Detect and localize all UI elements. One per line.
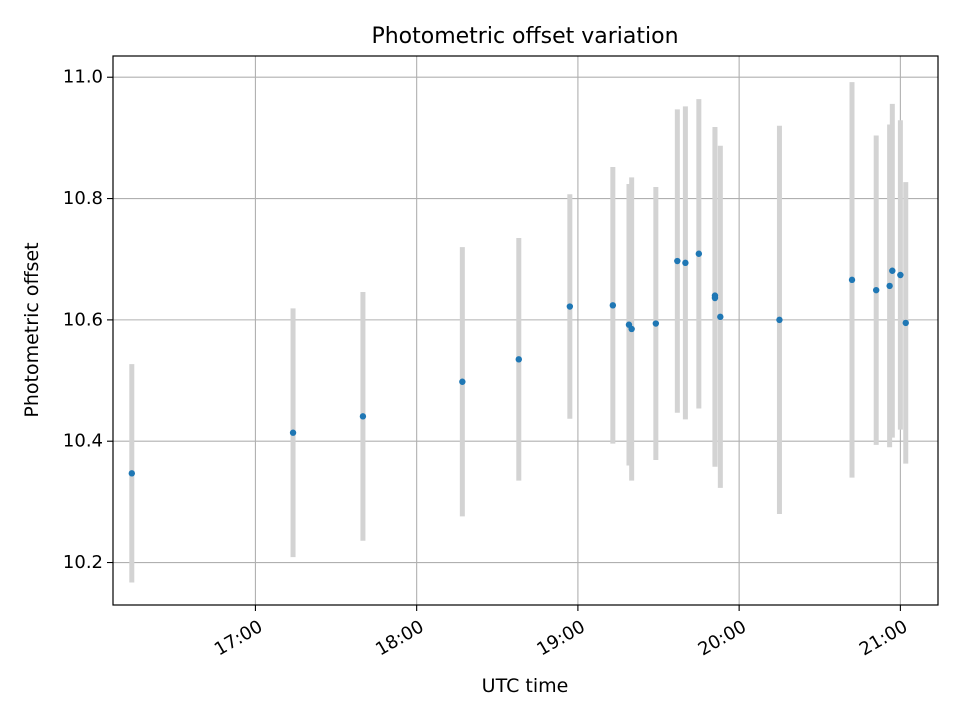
data-point (897, 271, 904, 279)
data-point (889, 267, 896, 274)
data-point (711, 294, 719, 302)
data-point (289, 429, 297, 436)
error-bars (129, 82, 909, 583)
data-point (515, 356, 522, 363)
data-point (695, 250, 703, 257)
data-point (609, 302, 617, 309)
data-point (848, 276, 856, 284)
data-point (717, 313, 724, 321)
x-tick-label: 20:00 (695, 616, 750, 660)
data-point (359, 413, 367, 420)
chart-title: Photometric offset variation (371, 24, 678, 49)
y-tick-label: 11.0 (63, 67, 103, 88)
data-point (776, 316, 783, 324)
plot-area-frame (112, 55, 939, 606)
x-axis-label: UTC time (482, 675, 569, 697)
y-tick-label: 10.4 (63, 431, 103, 452)
data-point (652, 320, 660, 327)
x-tick-label: 17:00 (211, 616, 266, 660)
x-axis-ticks: 17:00 18:00 19:00 20:00 21:00 (211, 605, 911, 660)
data-point (886, 282, 893, 290)
y-axis-ticks: 10.2 10.4 10.6 10.8 11.0 (63, 67, 113, 573)
y-axis-label: Photometric offset (21, 242, 43, 417)
y-tick-label: 10.6 (63, 309, 103, 330)
data-point (682, 259, 689, 267)
data-point (459, 378, 466, 385)
grid (113, 56, 938, 605)
data-point (628, 325, 635, 333)
data-point (674, 257, 681, 265)
data-points (128, 250, 909, 477)
data-point (128, 470, 136, 477)
y-tick-label: 10.2 (63, 552, 103, 573)
y-tick-label: 10.8 (63, 188, 103, 209)
data-point (566, 303, 574, 310)
x-tick-label: 19:00 (533, 616, 588, 660)
x-tick-label: 21:00 (856, 616, 911, 660)
data-point (902, 319, 909, 327)
x-tick-label: 18:00 (372, 616, 427, 660)
data-point (872, 286, 880, 294)
